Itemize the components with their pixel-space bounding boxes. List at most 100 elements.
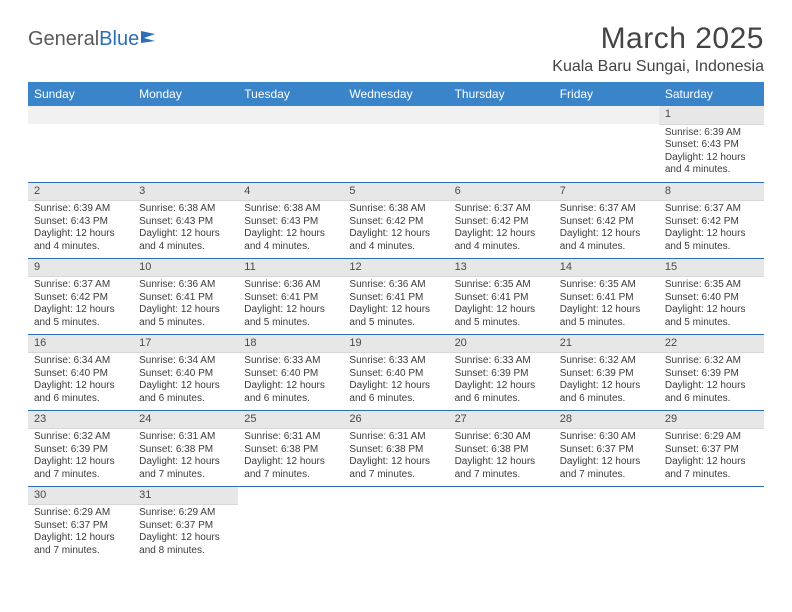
daylight-text: Daylight: 12 hours and 8 minutes. bbox=[139, 532, 232, 557]
sunrise-text: Sunrise: 6:37 AM bbox=[665, 203, 758, 216]
day-number: 27 bbox=[449, 411, 554, 430]
sunrise-text: Sunrise: 6:34 AM bbox=[34, 355, 127, 368]
day-number: 13 bbox=[449, 259, 554, 278]
day-number: 24 bbox=[133, 411, 238, 430]
sunset-text: Sunset: 6:40 PM bbox=[34, 368, 127, 381]
sunrise-text: Sunrise: 6:33 AM bbox=[349, 355, 442, 368]
title-block: March 2025 Kuala Baru Sungai, Indonesia bbox=[552, 22, 764, 76]
calendar-day-cell bbox=[449, 106, 554, 182]
sunrise-text: Sunrise: 6:37 AM bbox=[560, 203, 653, 216]
daylight-text: Daylight: 12 hours and 7 minutes. bbox=[34, 456, 127, 481]
day-details: Sunrise: 6:29 AMSunset: 6:37 PMDaylight:… bbox=[659, 429, 764, 485]
day-number: 5 bbox=[343, 183, 448, 202]
page-header: GeneralBlue March 2025 Kuala Baru Sungai… bbox=[28, 22, 764, 76]
sunset-text: Sunset: 6:38 PM bbox=[139, 444, 232, 457]
calendar-day-cell: 25Sunrise: 6:31 AMSunset: 6:38 PMDayligh… bbox=[238, 410, 343, 486]
calendar-week-row: 23Sunrise: 6:32 AMSunset: 6:39 PMDayligh… bbox=[28, 410, 764, 486]
day-details: Sunrise: 6:39 AMSunset: 6:43 PMDaylight:… bbox=[28, 201, 133, 257]
sunrise-text: Sunrise: 6:29 AM bbox=[139, 507, 232, 520]
sunset-text: Sunset: 6:39 PM bbox=[560, 368, 653, 381]
sunset-text: Sunset: 6:38 PM bbox=[455, 444, 548, 457]
sunrise-text: Sunrise: 6:31 AM bbox=[349, 431, 442, 444]
calendar-day-cell: 3Sunrise: 6:38 AMSunset: 6:43 PMDaylight… bbox=[133, 182, 238, 258]
day-details: Sunrise: 6:31 AMSunset: 6:38 PMDaylight:… bbox=[343, 429, 448, 485]
daylight-text: Daylight: 12 hours and 7 minutes. bbox=[139, 456, 232, 481]
daylight-text: Daylight: 12 hours and 7 minutes. bbox=[244, 456, 337, 481]
weekday-header: Saturday bbox=[659, 82, 764, 106]
weekday-header-row: Sunday Monday Tuesday Wednesday Thursday… bbox=[28, 82, 764, 106]
sunrise-text: Sunrise: 6:30 AM bbox=[560, 431, 653, 444]
day-details: Sunrise: 6:38 AMSunset: 6:43 PMDaylight:… bbox=[238, 201, 343, 257]
sunset-text: Sunset: 6:39 PM bbox=[34, 444, 127, 457]
sunrise-text: Sunrise: 6:30 AM bbox=[455, 431, 548, 444]
sunset-text: Sunset: 6:42 PM bbox=[455, 216, 548, 229]
day-details: Sunrise: 6:32 AMSunset: 6:39 PMDaylight:… bbox=[28, 429, 133, 485]
sunrise-text: Sunrise: 6:37 AM bbox=[455, 203, 548, 216]
calendar-day-cell: 24Sunrise: 6:31 AMSunset: 6:38 PMDayligh… bbox=[133, 410, 238, 486]
calendar-day-cell: 10Sunrise: 6:36 AMSunset: 6:41 PMDayligh… bbox=[133, 258, 238, 334]
weekday-header: Thursday bbox=[449, 82, 554, 106]
calendar-day-cell: 9Sunrise: 6:37 AMSunset: 6:42 PMDaylight… bbox=[28, 258, 133, 334]
day-details: Sunrise: 6:34 AMSunset: 6:40 PMDaylight:… bbox=[133, 353, 238, 409]
sunset-text: Sunset: 6:39 PM bbox=[665, 368, 758, 381]
sunrise-text: Sunrise: 6:32 AM bbox=[665, 355, 758, 368]
sunrise-text: Sunrise: 6:29 AM bbox=[34, 507, 127, 520]
day-details: Sunrise: 6:36 AMSunset: 6:41 PMDaylight:… bbox=[133, 277, 238, 333]
sunset-text: Sunset: 6:43 PM bbox=[244, 216, 337, 229]
empty-day bbox=[133, 106, 238, 124]
calendar-day-cell: 18Sunrise: 6:33 AMSunset: 6:40 PMDayligh… bbox=[238, 334, 343, 410]
daylight-text: Daylight: 12 hours and 5 minutes. bbox=[560, 304, 653, 329]
daylight-text: Daylight: 12 hours and 4 minutes. bbox=[139, 228, 232, 253]
day-number: 3 bbox=[133, 183, 238, 202]
month-title: March 2025 bbox=[552, 22, 764, 56]
logo: GeneralBlue bbox=[28, 22, 163, 51]
day-number: 1 bbox=[659, 106, 764, 125]
logo-text-blue: Blue bbox=[99, 28, 139, 51]
daylight-text: Daylight: 12 hours and 7 minutes. bbox=[665, 456, 758, 481]
calendar-day-cell: 22Sunrise: 6:32 AMSunset: 6:39 PMDayligh… bbox=[659, 334, 764, 410]
sunset-text: Sunset: 6:43 PM bbox=[139, 216, 232, 229]
calendar-week-row: 16Sunrise: 6:34 AMSunset: 6:40 PMDayligh… bbox=[28, 334, 764, 410]
day-number: 29 bbox=[659, 411, 764, 430]
daylight-text: Daylight: 12 hours and 5 minutes. bbox=[665, 304, 758, 329]
daylight-text: Daylight: 12 hours and 4 minutes. bbox=[560, 228, 653, 253]
day-number: 4 bbox=[238, 183, 343, 202]
calendar-day-cell: 8Sunrise: 6:37 AMSunset: 6:42 PMDaylight… bbox=[659, 182, 764, 258]
weekday-header: Sunday bbox=[28, 82, 133, 106]
day-number: 22 bbox=[659, 335, 764, 354]
calendar-body: 1 Sunrise: 6:39 AMSunset: 6:43 PMDaylight… bbox=[28, 106, 764, 562]
daylight-text: Daylight: 12 hours and 6 minutes. bbox=[560, 380, 653, 405]
day-number: 7 bbox=[554, 183, 659, 202]
day-details: Sunrise: 6:36 AMSunset: 6:41 PMDaylight:… bbox=[343, 277, 448, 333]
day-details: Sunrise: 6:37 AMSunset: 6:42 PMDaylight:… bbox=[554, 201, 659, 257]
sunrise-text: Sunrise: 6:38 AM bbox=[244, 203, 337, 216]
sunset-text: Sunset: 6:43 PM bbox=[665, 139, 758, 152]
daylight-text: Daylight: 12 hours and 5 minutes. bbox=[665, 228, 758, 253]
sunset-text: Sunset: 6:38 PM bbox=[349, 444, 442, 457]
day-number: 31 bbox=[133, 487, 238, 506]
sunset-text: Sunset: 6:42 PM bbox=[560, 216, 653, 229]
day-number: 6 bbox=[449, 183, 554, 202]
calendar-day-cell bbox=[554, 106, 659, 182]
daylight-text: Daylight: 12 hours and 5 minutes. bbox=[349, 304, 442, 329]
day-details: Sunrise: 6:33 AMSunset: 6:40 PMDaylight:… bbox=[343, 353, 448, 409]
day-details: Sunrise: 6:32 AMSunset: 6:39 PMDaylight:… bbox=[659, 353, 764, 409]
sunset-text: Sunset: 6:39 PM bbox=[455, 368, 548, 381]
calendar-day-cell bbox=[133, 106, 238, 182]
calendar-day-cell bbox=[659, 486, 764, 562]
sunrise-text: Sunrise: 6:36 AM bbox=[244, 279, 337, 292]
day-number: 23 bbox=[28, 411, 133, 430]
sunrise-text: Sunrise: 6:32 AM bbox=[560, 355, 653, 368]
daylight-text: Daylight: 12 hours and 5 minutes. bbox=[244, 304, 337, 329]
day-details: Sunrise: 6:38 AMSunset: 6:43 PMDaylight:… bbox=[133, 201, 238, 257]
day-number: 14 bbox=[554, 259, 659, 278]
calendar-day-cell: 6Sunrise: 6:37 AMSunset: 6:42 PMDaylight… bbox=[449, 182, 554, 258]
day-details: Sunrise: 6:33 AMSunset: 6:39 PMDaylight:… bbox=[449, 353, 554, 409]
daylight-text: Daylight: 12 hours and 6 minutes. bbox=[244, 380, 337, 405]
day-number: 2 bbox=[28, 183, 133, 202]
calendar-day-cell: 19Sunrise: 6:33 AMSunset: 6:40 PMDayligh… bbox=[343, 334, 448, 410]
calendar-day-cell: 26Sunrise: 6:31 AMSunset: 6:38 PMDayligh… bbox=[343, 410, 448, 486]
sunset-text: Sunset: 6:40 PM bbox=[244, 368, 337, 381]
day-details: Sunrise: 6:33 AMSunset: 6:40 PMDaylight:… bbox=[238, 353, 343, 409]
location-label: Kuala Baru Sungai, Indonesia bbox=[552, 58, 764, 76]
